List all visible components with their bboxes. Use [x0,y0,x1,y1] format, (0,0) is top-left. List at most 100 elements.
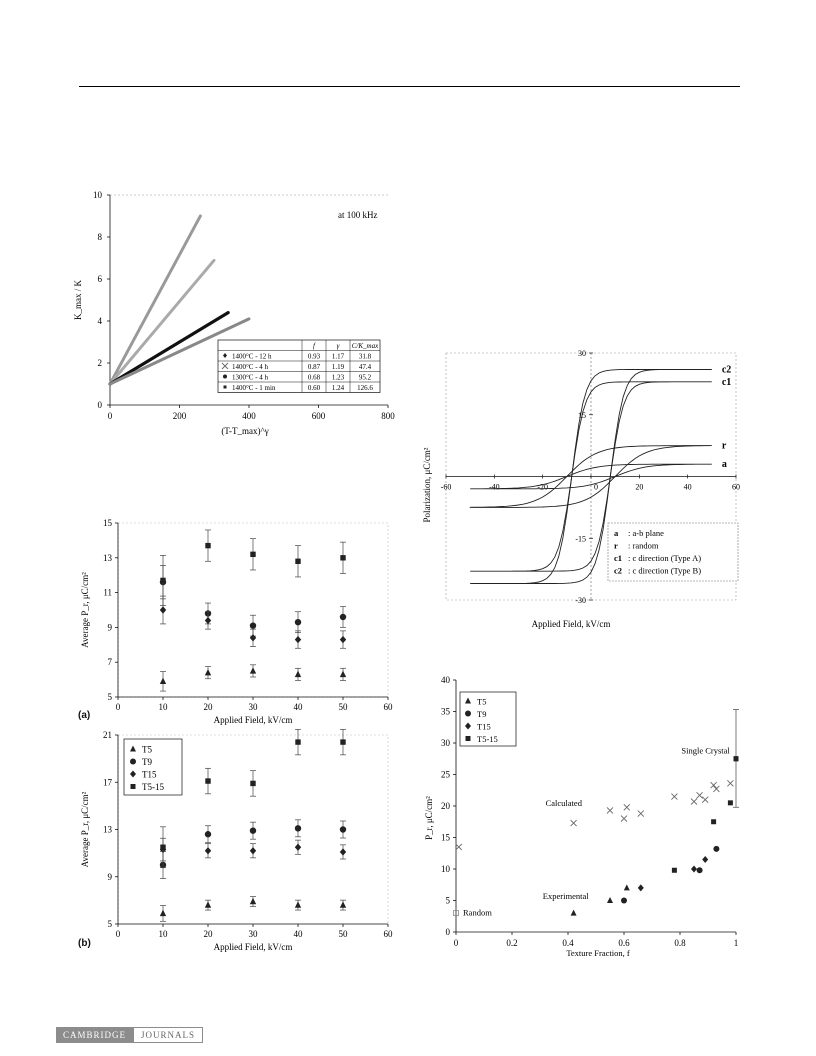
point-t15 [249,847,257,855]
table-cell: 1.19 [332,363,345,371]
point-calculated [606,807,614,814]
y-tick-label: 4 [98,316,103,326]
x-tick-label: -20 [537,483,548,492]
x-tick-label: 60 [384,929,394,939]
point-t5-15 [160,844,166,850]
y-tick-label: 9 [108,622,113,632]
point-calculated [701,796,709,804]
curve-label: a [722,459,727,470]
table-cell: 0.87 [308,363,321,371]
y-tick-label: 20 [441,801,451,811]
y-tick-label: 5 [108,692,113,702]
table-cell: f [313,342,316,350]
point-t5 [294,670,302,678]
y-tick-label: 30 [578,349,586,358]
point-calculated [690,798,698,805]
y-axis-label: K_max / K [73,280,83,320]
y-tick-label: 0 [98,400,103,410]
point-t5-15 [340,555,346,561]
point-t5 [570,909,577,916]
kmax-plot: 0 2 4 6 8 10 0 200 400 600 800 (T-T_max)^γ K_max / K… [73,190,395,436]
table-cell: 1300°C - 4 h [232,374,269,382]
cambridge-journals-logo: CAMBRIDGE JOURNALS [56,1027,204,1043]
point-t15 [204,847,212,855]
legend-key: r [614,541,618,551]
table-cell: 126.6 [357,384,373,392]
point-t5 [249,897,257,905]
legend-label: T15 [477,722,491,732]
pr-field-chart-b: 5 9 13 17 21 0 10 20 30 40 50 60 Applied Field, kV/c… [76,727,396,957]
x-axis-label: Applied Field, kV/cm [532,619,611,629]
x-tick-label: 0.8 [674,938,686,948]
x-tick-label: 0 [116,702,121,712]
point-calculated [570,819,577,827]
y-tick-label: 11 [103,588,112,598]
y-tick-label: 0 [446,927,451,937]
table-cell: 95.2 [359,374,372,382]
point-t5-15 [340,739,346,745]
y-axis-label: Polarization, μC/cm² [422,447,432,522]
point-t5 [623,884,630,891]
x-tick-label: 800 [381,411,395,421]
table-cell: 1.23 [332,374,345,382]
y-tick-label: -30 [575,596,586,605]
x-axis-label: (T-T_max)^γ [221,426,268,436]
texture-chart: 0 5 10 15 20 25 30 35 40 0 0.2 0.4 0.6 0.8 1 Texture Fr… [420,668,760,973]
legend-text: : a-b plane [628,528,664,538]
legend-key: c1 [614,553,622,563]
y-tick-label: 15 [103,518,113,528]
pr-field-chart-a: 5 7 9 11 13 15 0 10 20 30 40 50 60 Applied Field, kV/… [76,515,396,730]
legend-label: T5-15 [142,782,164,792]
y-tick-label: 5 [446,896,451,906]
point-t5-15 [295,739,301,745]
pr-field-plot-a: 5 7 9 11 13 15 0 10 20 30 40 50 60 Applied Field, kV/… [80,518,393,725]
x-tick-label: 10 [159,929,169,939]
y-tick-label: 25 [441,770,451,780]
table-marker [223,385,227,389]
point-t9 [294,618,302,626]
x-tick-label: 0.6 [618,938,630,948]
point-t5 [607,897,613,903]
loop-c2 [470,369,712,584]
table-marker [223,374,227,379]
y-axis-label: P_r, μC/cm² [424,796,434,840]
legend-marker [465,736,471,741]
table-cell: γ [337,342,340,350]
legend-label: T9 [477,709,486,719]
series-0 [108,214,202,386]
table-cell: 31.8 [359,353,372,361]
y-axis-label: Average P_r, μC/cm² [80,791,90,867]
point-t9 [339,613,347,621]
annotation-calculated: Calculated [546,798,583,808]
annotation-experimental: Experimental [543,891,589,901]
x-tick-label: 10 [159,702,169,712]
legend-label: T15 [142,770,157,780]
point-calculated [696,791,703,799]
legend-marker [130,784,136,789]
legend-marker [130,745,136,752]
point-t5 [249,667,257,674]
legend-label: T5-15 [477,734,498,744]
annotation: at 100 kHz [338,210,378,220]
point-t5-15 [250,551,256,558]
point-t5-15 [727,800,733,806]
point-t9 [249,827,257,834]
x-axis-label: Applied Field, kV/cm [214,715,293,725]
point-t5 [294,901,302,908]
point-t5 [339,670,347,678]
pr-field-plot-b: 5 9 13 17 21 0 10 20 30 40 50 60 Applied Field, kV/c… [80,728,394,952]
y-tick-label: -15 [575,534,586,543]
point-t15 [339,635,347,644]
legend-marker [130,770,136,778]
loop-c1 [470,381,712,572]
curve-label: c1 [722,377,731,388]
x-tick-label: 0 [594,483,598,492]
point-t5 [204,901,212,908]
point-t5-15 [160,577,166,584]
x-tick-label: 30 [249,702,259,712]
y-tick-label: 6 [98,274,103,284]
x-tick-label: 20 [635,483,643,492]
legend-label: T5 [477,697,486,707]
x-tick-label: 600 [312,411,326,421]
